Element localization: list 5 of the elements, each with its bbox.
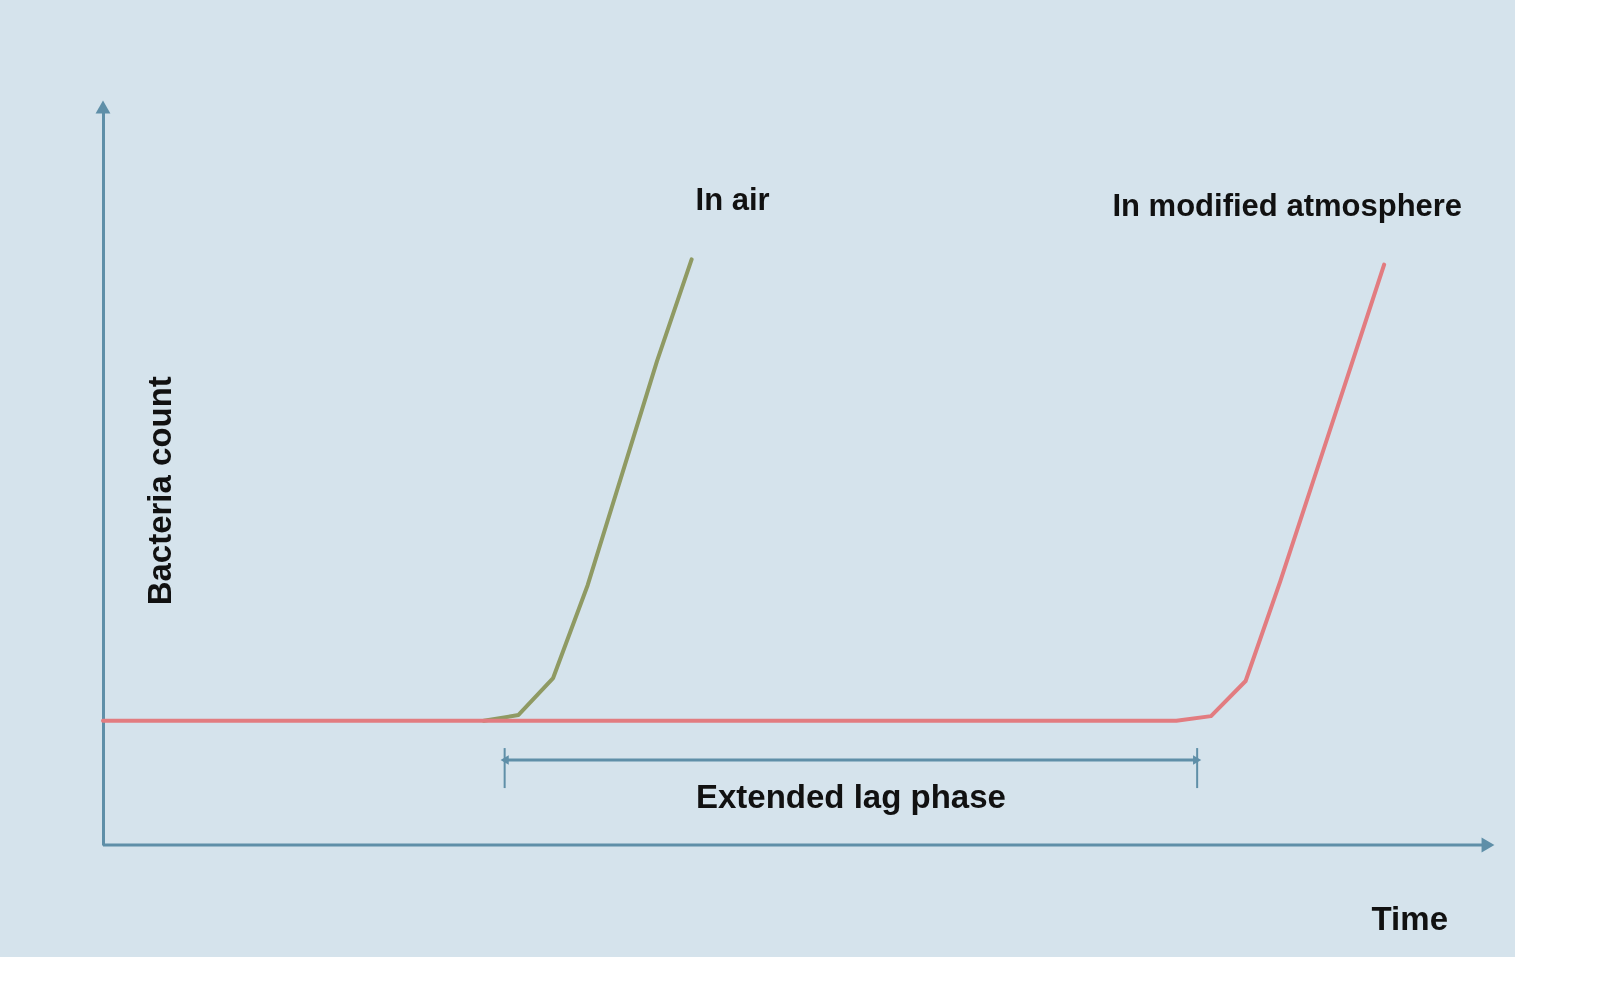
x-axis-title: Time: [1371, 900, 1448, 937]
y-axis-title: Bacteria count: [141, 376, 178, 606]
annotation: Extended lag phase: [695, 778, 1006, 816]
series-label: In air: [695, 182, 770, 218]
text: In modified atmosphere: [1112, 187, 1463, 223]
